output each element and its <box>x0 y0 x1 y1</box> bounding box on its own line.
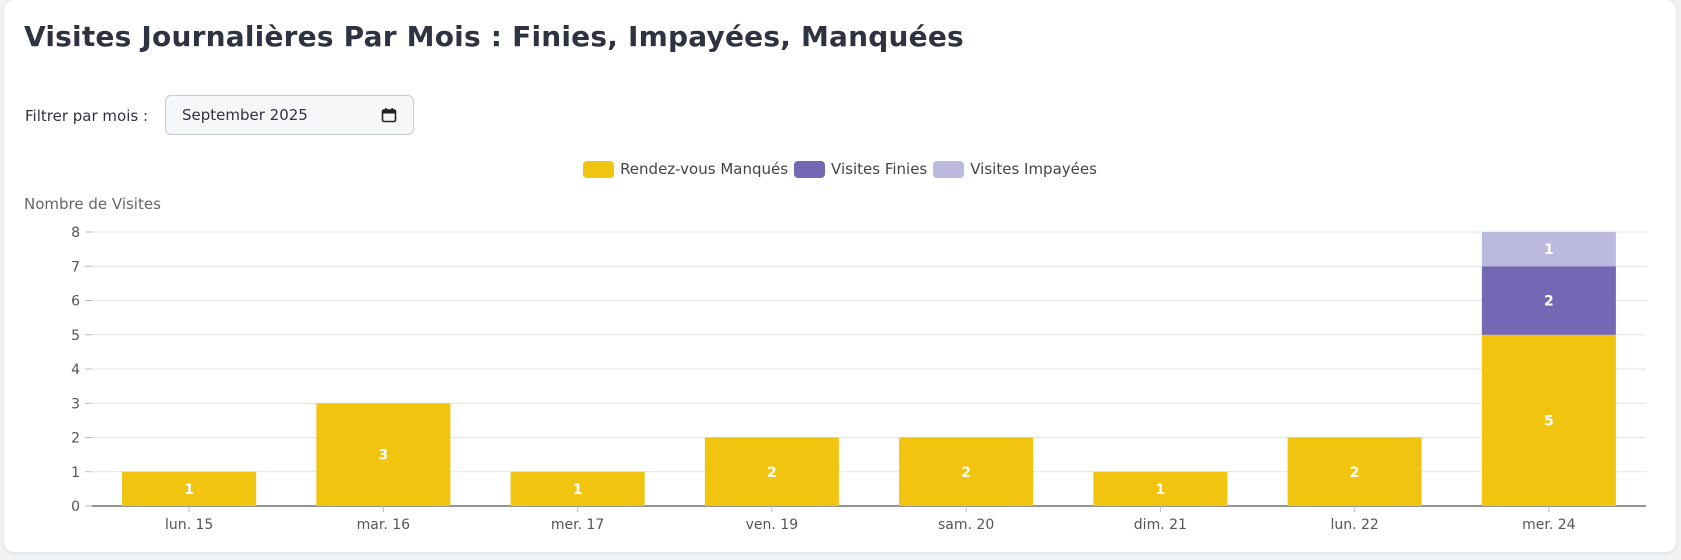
bar-value-label: 1 <box>184 482 194 498</box>
y-tick-label: 4 <box>71 362 80 378</box>
legend-swatch <box>794 160 826 178</box>
legend-label: Rendez-vous Manqués <box>620 160 789 178</box>
y-tick-label: 6 <box>71 294 80 310</box>
bar-value-label: 2 <box>1544 294 1554 310</box>
bar-value-label: 2 <box>1350 465 1360 481</box>
calendar-icon[interactable] <box>381 107 397 123</box>
bar <box>316 403 451 506</box>
bar <box>1481 232 1616 267</box>
bar-value-label: 1 <box>1544 242 1554 258</box>
x-tick-label: mar. 16 <box>357 517 410 533</box>
bar <box>1481 266 1616 335</box>
bar-value-label: 2 <box>961 465 971 481</box>
y-tick-label: 5 <box>71 328 80 344</box>
legend-label: Visites Impayées <box>970 160 1097 178</box>
y-tick-label: 2 <box>71 431 80 447</box>
chart-card: Visites Journalières Par Mois : Finies, … <box>4 0 1676 552</box>
x-tick-label: dim. 21 <box>1134 517 1187 533</box>
x-tick-label: ven. 19 <box>746 517 799 533</box>
chart-plot: Nombre de Visites 0 1 2 3 4 5 6 7 8 1 lun. 15 3 mar. … <box>24 195 1646 533</box>
chart-legend: Rendez-vous Manqués Visites Finies Visites… <box>4 160 1676 178</box>
x-tick-label: mer. 24 <box>1522 517 1576 533</box>
bar <box>1481 334 1616 506</box>
x-tick-label: sam. 20 <box>938 517 994 533</box>
filter-label: Filtrer par mois : <box>25 107 148 125</box>
month-input[interactable]: September 2025 <box>165 95 414 135</box>
x-tick-label: mer. 17 <box>551 517 604 533</box>
x-tick-label: lun. 22 <box>1330 517 1378 533</box>
y-tick-label: 3 <box>71 396 80 412</box>
bar <box>704 437 839 506</box>
y-tick-label: 1 <box>71 465 80 481</box>
bar-value-label: 1 <box>1156 482 1166 498</box>
bar-value-label: 1 <box>573 482 583 498</box>
y-axis-title: Nombre de Visites <box>24 195 161 213</box>
bar-value-label: 2 <box>767 465 777 481</box>
legend-swatch <box>583 160 615 178</box>
bar <box>510 471 645 506</box>
legend-item[interactable]: Visites Impayées <box>933 160 1097 178</box>
bar-value-label: 3 <box>379 448 389 464</box>
legend-label: Visites Finies <box>831 160 928 178</box>
bar <box>899 437 1034 506</box>
month-input-value: September 2025 <box>182 106 308 124</box>
legend-item[interactable]: Rendez-vous Manqués <box>583 160 788 178</box>
bar <box>1093 471 1228 506</box>
bar-value-label: 5 <box>1544 413 1554 429</box>
legend-swatch <box>933 160 965 178</box>
bar <box>1287 437 1422 506</box>
y-tick-label: 8 <box>71 225 80 241</box>
bar <box>122 471 257 506</box>
y-tick-label: 7 <box>71 259 80 275</box>
page-title: Visites Journalières Par Mois : Finies, … <box>24 20 964 53</box>
legend-item[interactable]: Visites Finies <box>794 160 927 178</box>
y-tick-label: 0 <box>71 499 80 515</box>
x-tick-label: lun. 15 <box>165 517 213 533</box>
